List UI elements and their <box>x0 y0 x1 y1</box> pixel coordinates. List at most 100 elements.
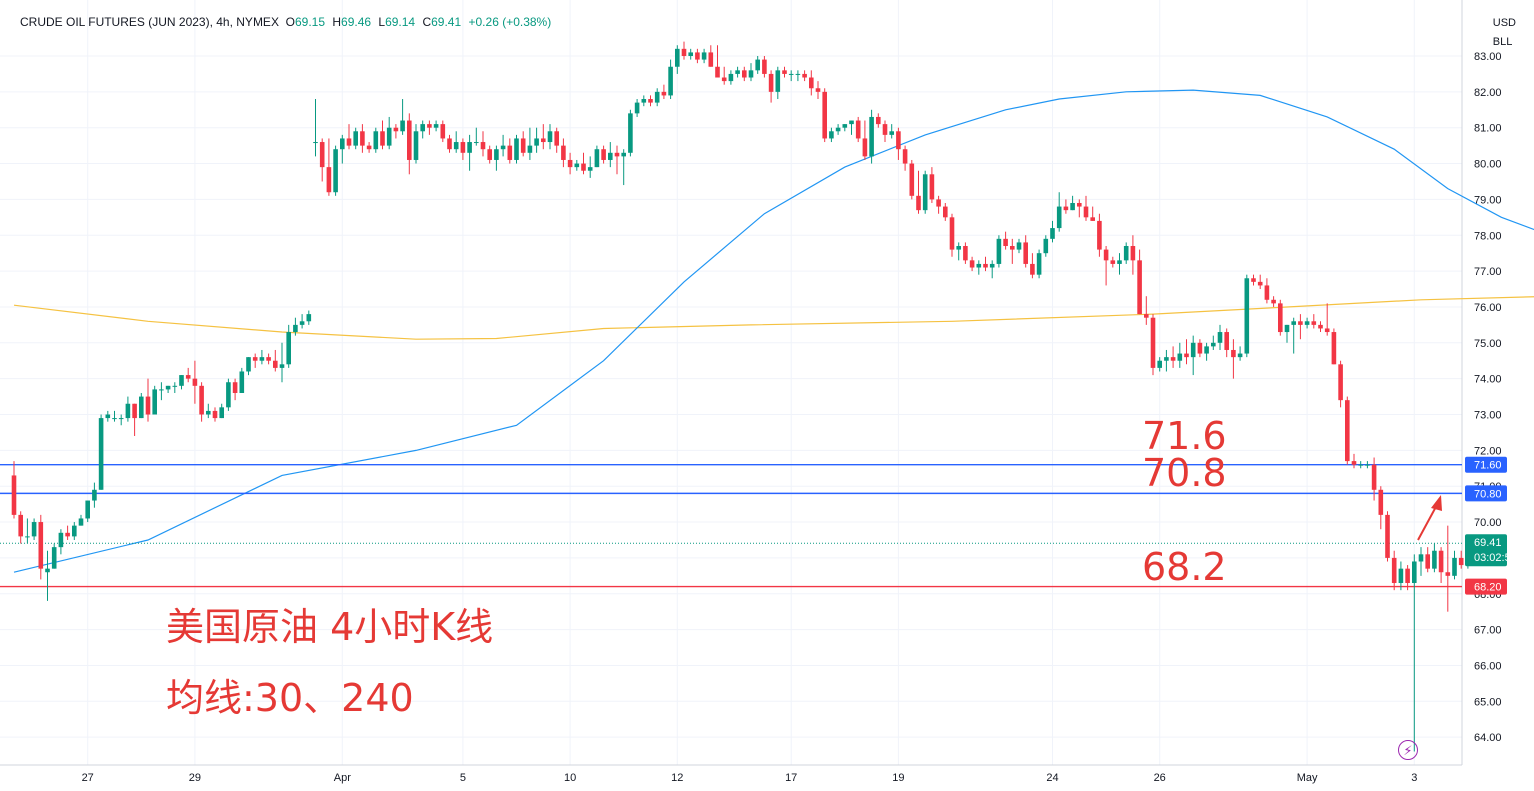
candle-body <box>1197 342 1203 354</box>
candle <box>252 353 258 368</box>
candle <box>1184 339 1189 365</box>
candle <box>554 127 559 153</box>
candle-body <box>547 131 553 143</box>
candle-body <box>1251 278 1256 282</box>
candle <box>902 145 908 171</box>
time-axis-label: 17 <box>785 772 797 784</box>
candle-body <box>1271 299 1276 304</box>
candle-body <box>474 142 479 144</box>
price-tag-70-80-bg <box>1465 485 1507 502</box>
candle-body <box>427 124 432 128</box>
candle <box>1204 342 1209 361</box>
candle-body <box>802 73 807 78</box>
candle-body <box>1324 328 1330 333</box>
candle <box>453 131 459 153</box>
candle-body <box>239 371 245 393</box>
candle-body <box>534 138 539 146</box>
candle-body <box>273 360 278 368</box>
candle <box>829 127 834 143</box>
candle <box>983 256 988 272</box>
candle <box>869 109 874 164</box>
candle-body <box>648 99 653 103</box>
candle <box>1365 461 1370 469</box>
candle <box>621 149 626 186</box>
candle-body <box>25 536 30 538</box>
candle <box>172 382 178 393</box>
candle <box>467 134 472 171</box>
candle <box>226 378 231 411</box>
candle <box>1123 242 1129 264</box>
candle <box>199 382 204 422</box>
candle <box>58 529 64 555</box>
candle-body <box>31 522 37 537</box>
candle <box>896 127 901 160</box>
candle-body <box>1458 557 1464 566</box>
candle <box>1264 278 1270 304</box>
candle <box>85 500 90 523</box>
candle-body <box>1237 353 1243 358</box>
candle-body <box>78 518 84 526</box>
candle-body <box>45 568 50 573</box>
candle-body <box>1184 353 1189 358</box>
candle-body <box>386 127 392 146</box>
candle <box>534 127 539 153</box>
candle-body <box>668 66 673 96</box>
candle-body <box>420 124 425 132</box>
low-label: L <box>378 15 386 29</box>
candle-body <box>775 70 781 92</box>
candle <box>1090 206 1095 221</box>
candle-body <box>748 70 754 78</box>
symbol-title: CRUDE OIL FUTURES (JUN 2023), 4h, NYMEX <box>20 15 279 29</box>
candle <box>105 410 111 422</box>
candle <box>11 461 17 519</box>
candle <box>916 170 921 214</box>
candle <box>835 124 841 135</box>
candle <box>949 213 955 257</box>
candle <box>165 385 171 393</box>
candle <box>822 88 827 143</box>
candle <box>909 159 915 200</box>
candle <box>139 392 144 419</box>
time-axis-label: May <box>1297 772 1318 784</box>
candle-body <box>1016 242 1022 250</box>
candle-body <box>38 522 44 569</box>
candle <box>206 403 211 419</box>
candle-body <box>876 116 881 125</box>
candle-body <box>1097 220 1102 250</box>
ma30-line <box>13 89 1534 573</box>
candle-body <box>1030 263 1035 275</box>
candle <box>755 56 760 74</box>
candle-body <box>1405 568 1410 583</box>
candle-body <box>788 73 794 75</box>
candle <box>1050 220 1055 243</box>
candle <box>1418 547 1424 576</box>
price-axis-label: 82.00 <box>1474 87 1502 99</box>
candle <box>1278 299 1283 336</box>
candle-body <box>916 195 921 211</box>
candle <box>628 109 633 157</box>
candle-body <box>246 357 251 372</box>
candle-body <box>306 314 312 322</box>
candle <box>38 514 44 580</box>
candle <box>1284 324 1290 343</box>
candle-body <box>762 59 767 74</box>
candle-body <box>1391 557 1397 583</box>
candle <box>246 357 251 376</box>
candle <box>92 482 97 508</box>
candle-body <box>1077 202 1082 207</box>
currency-label[interactable]: USD BLL <box>1493 14 1516 52</box>
flash-icon[interactable]: ⚡ <box>1398 740 1418 760</box>
candle <box>279 342 285 383</box>
candle <box>1371 457 1377 501</box>
time-axis-label: 29 <box>189 772 201 784</box>
candle-body <box>541 138 546 143</box>
candle-body <box>353 131 358 146</box>
candle <box>1083 195 1089 221</box>
candle <box>132 403 137 437</box>
candle-body <box>929 174 935 200</box>
candle <box>1130 235 1136 275</box>
candle <box>393 124 399 139</box>
candle <box>125 396 131 422</box>
high-value: 69.46 <box>341 15 372 29</box>
